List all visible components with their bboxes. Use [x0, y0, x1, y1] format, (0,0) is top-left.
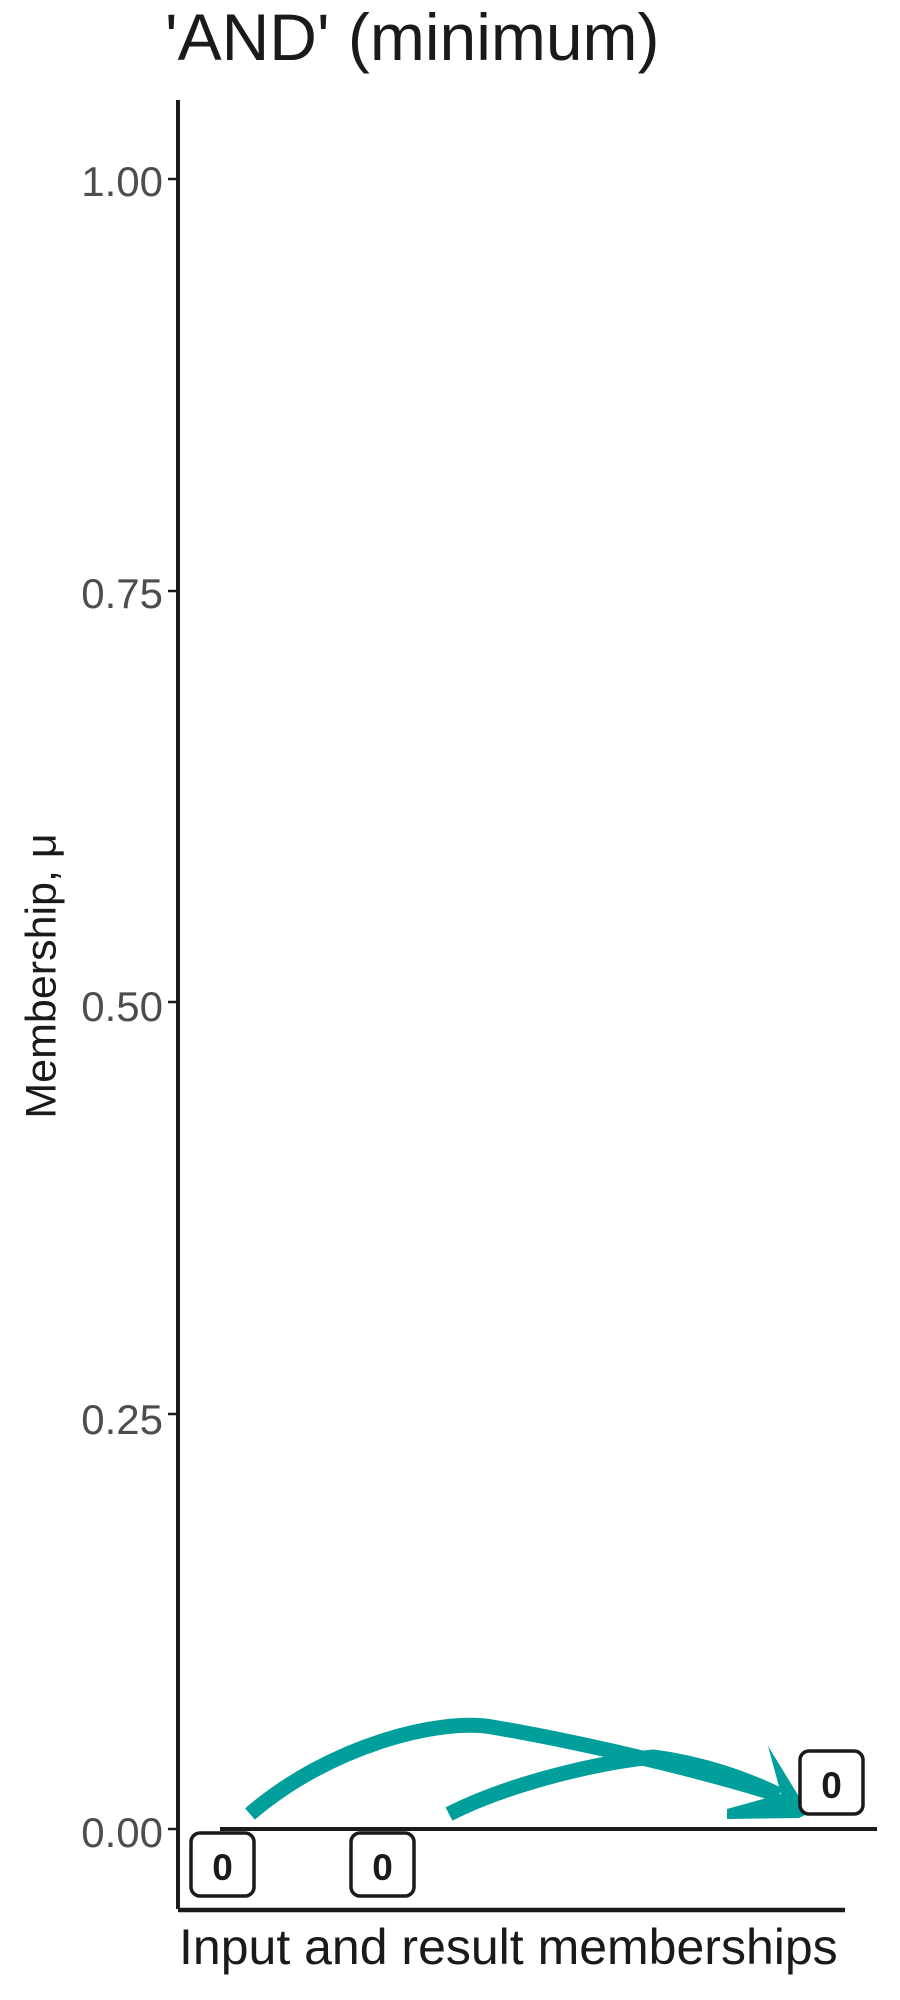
- svg-text:0: 0: [821, 1765, 842, 1806]
- svg-text:0: 0: [212, 1847, 233, 1888]
- svg-text:0: 0: [372, 1847, 393, 1888]
